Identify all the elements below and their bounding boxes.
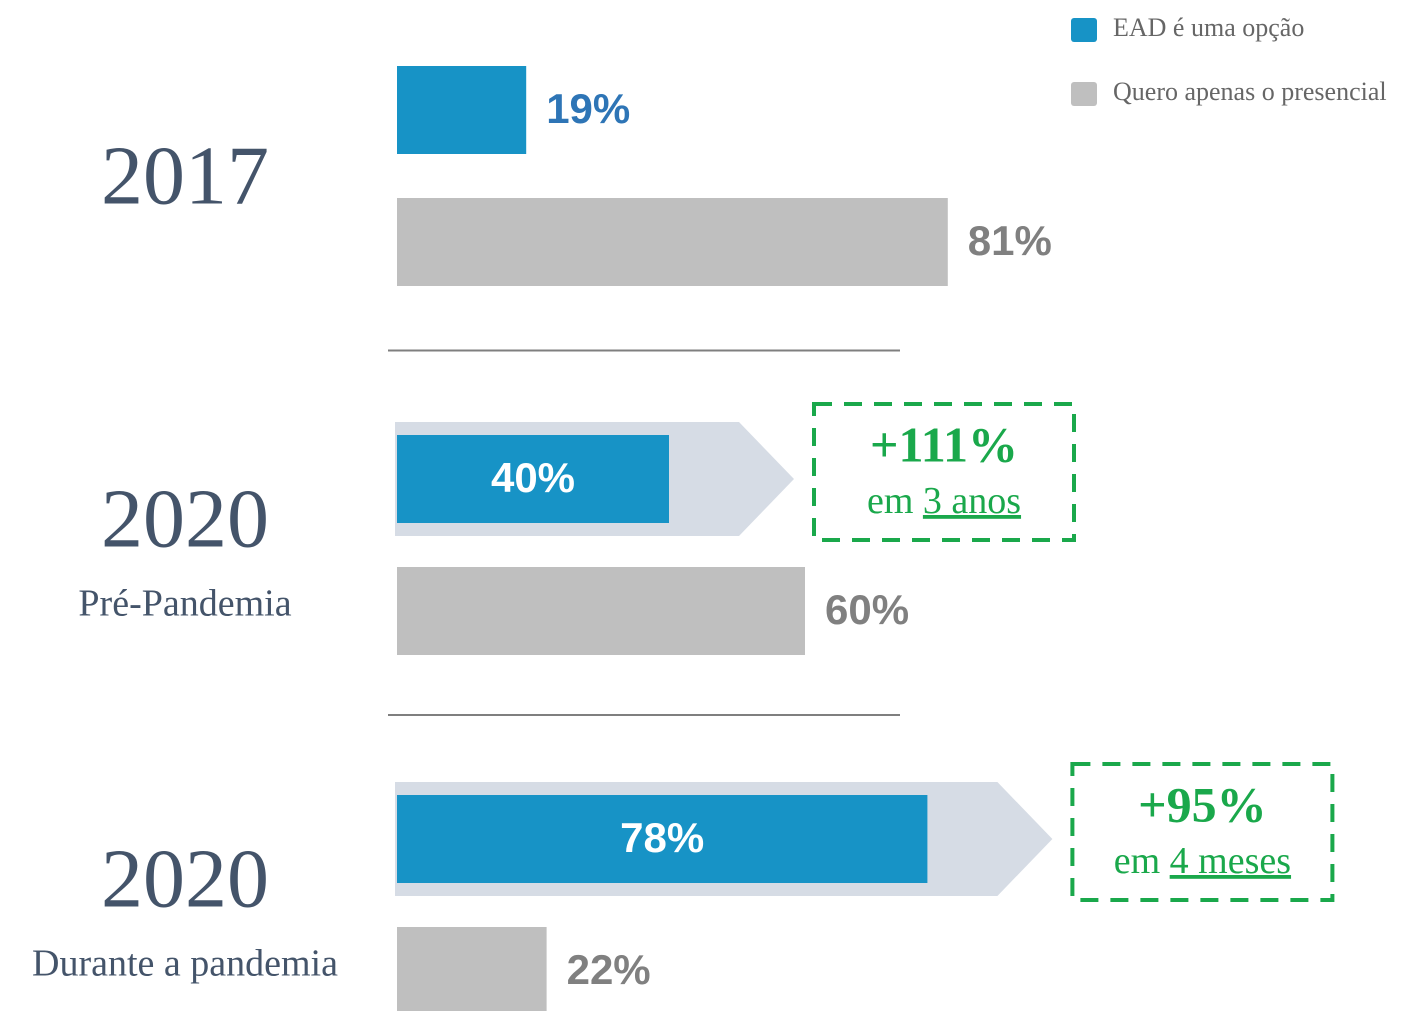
bar (397, 567, 805, 655)
annotation-note: em 3 anos (867, 480, 1021, 522)
annotation-value: +95% (1138, 776, 1267, 832)
year-label: 2020 (101, 472, 269, 565)
annotation-period: 3 anos (923, 480, 1021, 522)
annotation-prefix: em (867, 480, 913, 522)
year-label: 2017 (101, 129, 269, 222)
bar (397, 927, 547, 1011)
value-label: 81% (968, 217, 1052, 264)
bar (397, 795, 928, 883)
annotation-period: 4 meses (1170, 840, 1291, 882)
year-label: 2020 (101, 832, 269, 925)
bar (397, 435, 669, 523)
legend-swatch (1071, 18, 1097, 42)
annotation-value: +111% (870, 416, 1018, 472)
value-label: 22% (567, 946, 651, 993)
annotation-box (1070, 762, 1335, 902)
bar (397, 198, 948, 286)
annotation-note: em 4 meses (1114, 840, 1291, 882)
year-note: Durante a pandemia (32, 943, 338, 985)
legend-label: EAD é uma opção (1113, 13, 1304, 42)
value-label: 78% (620, 814, 704, 861)
annotation-prefix: em (1114, 840, 1160, 882)
value-label: 60% (825, 586, 909, 633)
legend-swatch (1071, 82, 1097, 106)
year-note: Pré-Pandemia (78, 583, 291, 625)
legend-label: Quero apenas o presencial (1113, 77, 1387, 106)
bar (397, 66, 527, 154)
value-label: 40% (491, 454, 575, 501)
annotation-box (812, 402, 1076, 542)
value-label: 19% (546, 85, 630, 132)
